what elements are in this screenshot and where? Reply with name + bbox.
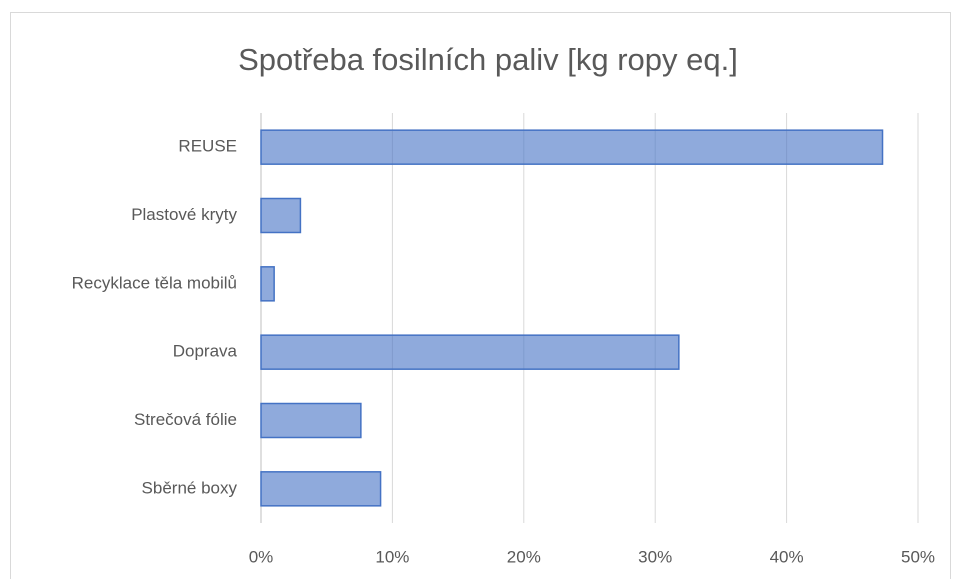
bar: [260, 129, 884, 165]
y-tick-label: Plastové kryty: [131, 205, 237, 224]
y-tick-label: Strečová fólie: [134, 410, 237, 429]
bar: [260, 266, 275, 302]
x-tick-label: 50%: [901, 547, 935, 566]
y-tick-label: Recyklace těla mobilů: [72, 273, 237, 292]
bar: [260, 402, 362, 439]
x-tick-label: 20%: [507, 547, 541, 566]
bar: [260, 197, 302, 234]
y-tick-label: Doprava: [173, 342, 238, 361]
chart-title: Spotřeba fosilních paliv [kg ropy eq.]: [238, 42, 738, 77]
y-tick-label: REUSE: [178, 137, 237, 156]
x-tick-label: 30%: [638, 547, 672, 566]
x-tick-label: 0%: [249, 547, 274, 566]
x-tick-label: 10%: [375, 547, 409, 566]
bar: [260, 471, 382, 507]
bar: [260, 334, 680, 370]
y-tick-label: Sběrné boxy: [142, 478, 238, 497]
x-tick-label: 40%: [770, 547, 804, 566]
chart-frame: [10, 12, 951, 579]
